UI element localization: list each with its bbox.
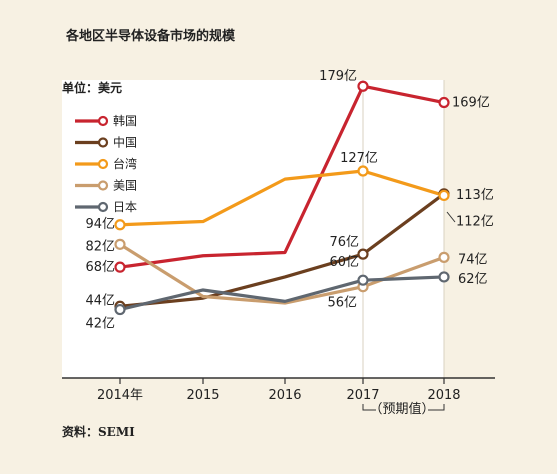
data-label: 68亿 [85,260,115,275]
data-point [114,303,126,316]
data-label: 44亿 [85,293,115,308]
data-label: 60亿 [329,255,359,270]
series-lines [118,80,446,378]
x-axis-ticks: 2014年 2015 2016 2017 2018 [97,378,461,411]
data-labels: 68亿 179亿 169亿 44亿 76亿 113亿 94亿 127亿 112亿 82亿 56亿 74… [85,69,493,331]
x-tick-label: 2016 [268,388,301,403]
series-line [118,275,446,312]
legend-label: 日本 [113,200,137,214]
data-label: 94亿 [85,217,115,232]
unit-label: 单位：美元 [62,80,122,95]
data-label: 169亿 [452,96,490,111]
data-label: 82亿 [85,239,115,254]
data-point [357,80,369,92]
series-line [118,192,446,308]
legend-marker [97,180,109,191]
data-point [438,96,450,109]
data-point [357,274,369,286]
data-point [114,219,126,231]
legend-marker [97,115,109,127]
data-point [114,261,126,273]
series-points [114,80,450,316]
source-note: 资料：SEMI [62,424,135,439]
data-point [357,248,369,260]
legend-marker [97,137,109,148]
x-tick-label: 2015 [186,388,219,403]
x-tick-label: 2014年 [97,388,143,403]
series-line [118,84,446,269]
legend-marker [97,201,109,213]
legend-marker [97,158,109,170]
plot-area [62,80,444,378]
series-line [118,242,446,305]
data-point [438,189,450,202]
data-label: 76亿 [329,235,359,250]
series-line [118,169,446,227]
data-label: 62亿 [458,272,488,287]
data-point [114,238,126,250]
x-tick-label: 2018 [427,388,460,403]
x-tick-label: 2017 [346,388,379,403]
legend-label: 韩国 [113,113,137,128]
data-label: 113亿 [456,188,494,203]
label-leader [446,211,456,223]
legend-label: 美国 [113,179,137,193]
legend-label: 中国 [113,135,137,150]
chart-title: 各地区半导体设备市场的规模 [65,28,236,44]
data-point [438,251,450,263]
data-label: 74亿 [458,252,488,267]
data-label: 112亿 [456,214,494,229]
forecast-note: （预期值） [369,401,434,417]
data-label: 179亿 [319,69,357,84]
data-point [357,165,369,177]
legend-label: 台湾 [113,156,137,171]
data-label: 127亿 [340,151,378,166]
data-point [438,271,450,283]
forecast-bracket [362,404,445,411]
data-label: 42亿 [85,317,115,332]
data-label: 56亿 [327,296,357,311]
